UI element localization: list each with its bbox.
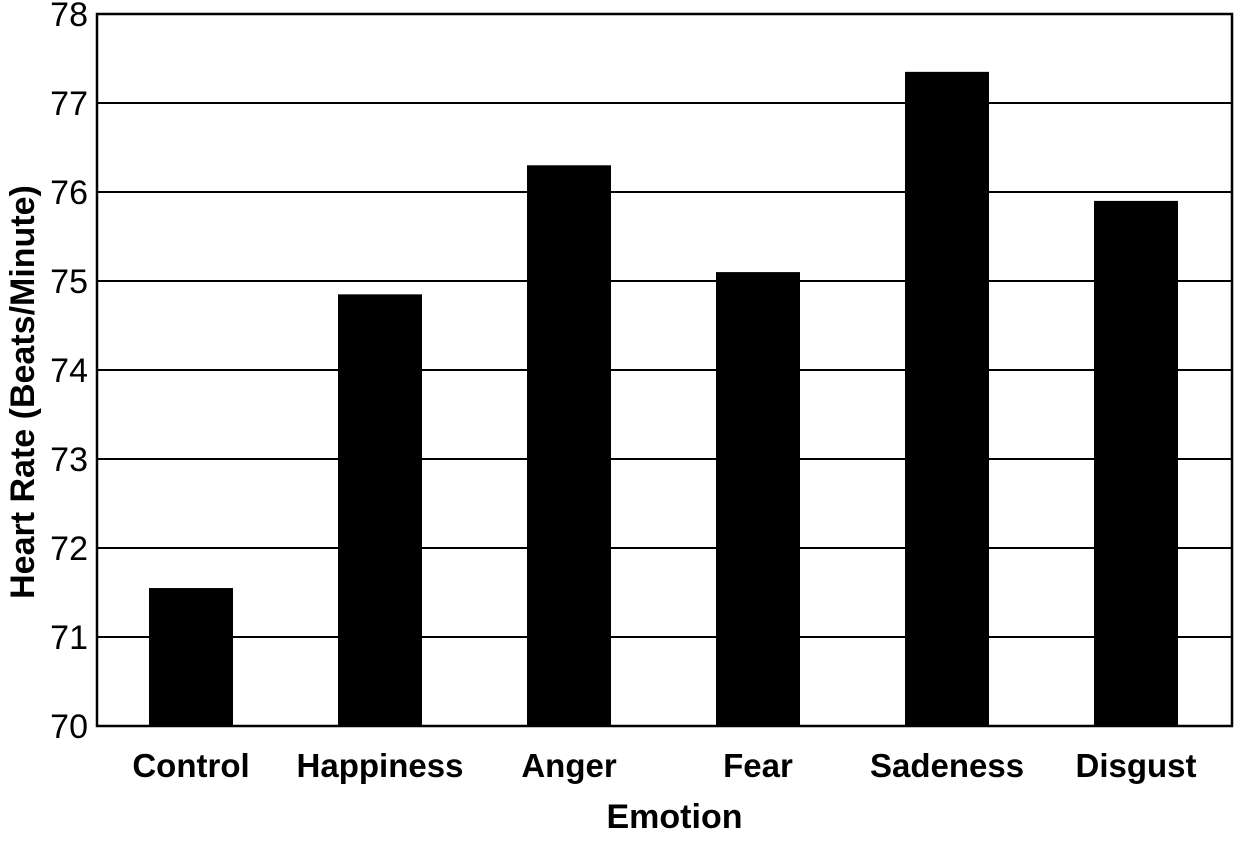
y-axis-title: Heart Rate (Beats/Minute) [4, 185, 42, 599]
y-tick-label: 70 [50, 708, 88, 746]
x-tick-label: Control [132, 747, 249, 784]
x-tick-label: Happiness [297, 747, 464, 784]
y-tick-label: 71 [50, 619, 88, 657]
bar-disgust [1094, 200, 1178, 726]
bar-sadeness [905, 71, 989, 727]
x-tick-labels: Control Happiness Anger Fear Sadeness Disgust [132, 747, 1196, 784]
x-tick-label: Anger [521, 747, 617, 784]
y-tick-label: 78 [50, 0, 88, 34]
bar-control [149, 588, 233, 726]
plot-frame [95, 12, 1234, 728]
y-tick-label: 76 [50, 174, 88, 212]
bar-anger [527, 165, 611, 727]
y-tick-label: 72 [50, 530, 88, 568]
bar-fear [716, 272, 800, 726]
x-tick-label: Fear [723, 747, 793, 784]
y-tick-labels: 70 71 72 73 74 75 76 77 78 [50, 0, 88, 746]
gridlines [97, 102, 1232, 638]
y-tick-label: 77 [50, 85, 88, 123]
x-tick-label: Disgust [1075, 747, 1196, 784]
x-axis-title: Emotion [607, 798, 743, 836]
bars [149, 71, 1178, 727]
bar-happiness [338, 294, 422, 726]
y-tick-label: 73 [50, 441, 88, 479]
y-tick-label: 75 [50, 263, 88, 301]
y-tick-label: 74 [50, 352, 88, 390]
x-tick-label: Sadeness [870, 747, 1024, 784]
